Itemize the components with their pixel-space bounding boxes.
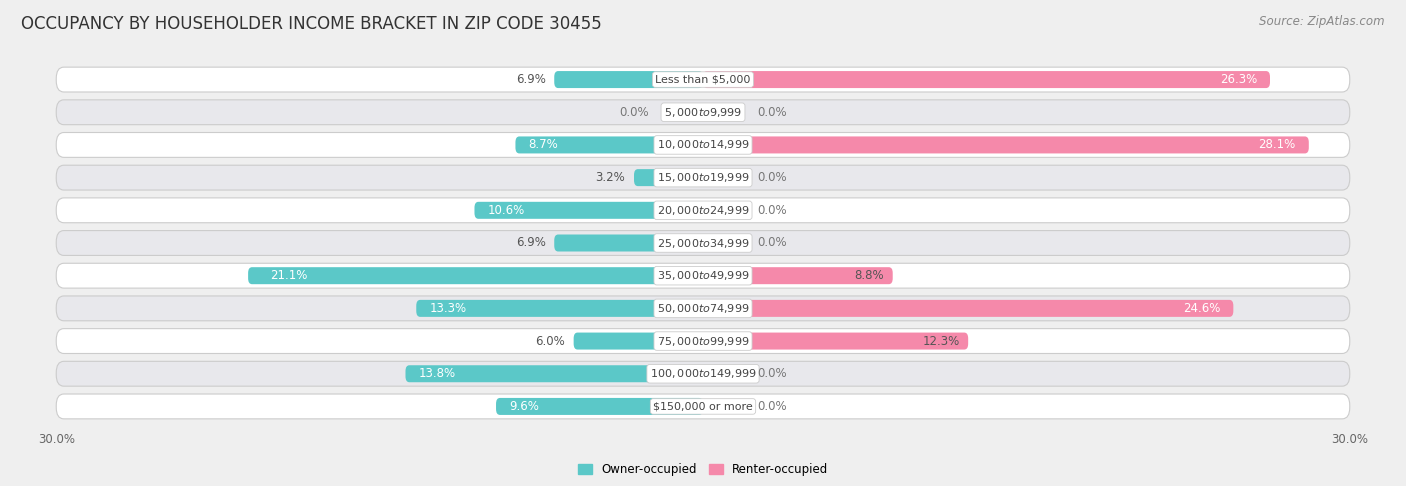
Text: 21.1%: 21.1% (270, 269, 307, 282)
Text: 10.6%: 10.6% (488, 204, 524, 217)
Text: $5,000 to $9,999: $5,000 to $9,999 (664, 106, 742, 119)
FancyBboxPatch shape (56, 165, 1350, 190)
FancyBboxPatch shape (554, 235, 703, 251)
FancyBboxPatch shape (56, 361, 1350, 386)
FancyBboxPatch shape (56, 198, 1350, 223)
FancyBboxPatch shape (554, 71, 703, 88)
Text: $35,000 to $49,999: $35,000 to $49,999 (657, 269, 749, 282)
Text: $75,000 to $99,999: $75,000 to $99,999 (657, 334, 749, 347)
Text: 0.0%: 0.0% (756, 204, 786, 217)
FancyBboxPatch shape (703, 71, 1270, 88)
Text: 6.9%: 6.9% (516, 237, 546, 249)
Text: $20,000 to $24,999: $20,000 to $24,999 (657, 204, 749, 217)
Text: $150,000 or more: $150,000 or more (654, 401, 752, 412)
Text: 6.0%: 6.0% (536, 334, 565, 347)
Text: OCCUPANCY BY HOUSEHOLDER INCOME BRACKET IN ZIP CODE 30455: OCCUPANCY BY HOUSEHOLDER INCOME BRACKET … (21, 15, 602, 33)
FancyBboxPatch shape (574, 332, 703, 349)
FancyBboxPatch shape (56, 296, 1350, 321)
FancyBboxPatch shape (516, 137, 703, 154)
Text: $10,000 to $14,999: $10,000 to $14,999 (657, 139, 749, 152)
FancyBboxPatch shape (703, 332, 969, 349)
FancyBboxPatch shape (703, 267, 893, 284)
Text: 6.9%: 6.9% (516, 73, 546, 86)
FancyBboxPatch shape (56, 100, 1350, 125)
FancyBboxPatch shape (56, 329, 1350, 353)
FancyBboxPatch shape (703, 300, 1233, 317)
Text: 13.8%: 13.8% (419, 367, 456, 380)
Text: 8.7%: 8.7% (529, 139, 558, 152)
FancyBboxPatch shape (56, 133, 1350, 157)
FancyBboxPatch shape (56, 263, 1350, 288)
FancyBboxPatch shape (56, 230, 1350, 256)
Text: 0.0%: 0.0% (756, 106, 786, 119)
Text: 28.1%: 28.1% (1258, 139, 1296, 152)
FancyBboxPatch shape (634, 169, 703, 186)
Text: 0.0%: 0.0% (620, 106, 650, 119)
Text: 12.3%: 12.3% (922, 334, 959, 347)
Text: 0.0%: 0.0% (756, 400, 786, 413)
Text: 9.6%: 9.6% (509, 400, 538, 413)
Legend: Owner-occupied, Renter-occupied: Owner-occupied, Renter-occupied (572, 458, 834, 481)
Text: 26.3%: 26.3% (1220, 73, 1257, 86)
Text: $100,000 to $149,999: $100,000 to $149,999 (650, 367, 756, 380)
FancyBboxPatch shape (474, 202, 703, 219)
Text: Source: ZipAtlas.com: Source: ZipAtlas.com (1260, 15, 1385, 28)
FancyBboxPatch shape (247, 267, 703, 284)
FancyBboxPatch shape (56, 67, 1350, 92)
Text: Less than $5,000: Less than $5,000 (655, 74, 751, 85)
Text: $15,000 to $19,999: $15,000 to $19,999 (657, 171, 749, 184)
FancyBboxPatch shape (405, 365, 703, 382)
FancyBboxPatch shape (496, 398, 703, 415)
Text: $25,000 to $34,999: $25,000 to $34,999 (657, 237, 749, 249)
FancyBboxPatch shape (416, 300, 703, 317)
Text: 8.8%: 8.8% (855, 269, 884, 282)
Text: $50,000 to $74,999: $50,000 to $74,999 (657, 302, 749, 315)
Text: 0.0%: 0.0% (756, 367, 786, 380)
Text: 0.0%: 0.0% (756, 171, 786, 184)
Text: 13.3%: 13.3% (429, 302, 467, 315)
Text: 3.2%: 3.2% (596, 171, 626, 184)
FancyBboxPatch shape (56, 394, 1350, 419)
Text: 24.6%: 24.6% (1182, 302, 1220, 315)
FancyBboxPatch shape (703, 137, 1309, 154)
Text: 0.0%: 0.0% (756, 237, 786, 249)
